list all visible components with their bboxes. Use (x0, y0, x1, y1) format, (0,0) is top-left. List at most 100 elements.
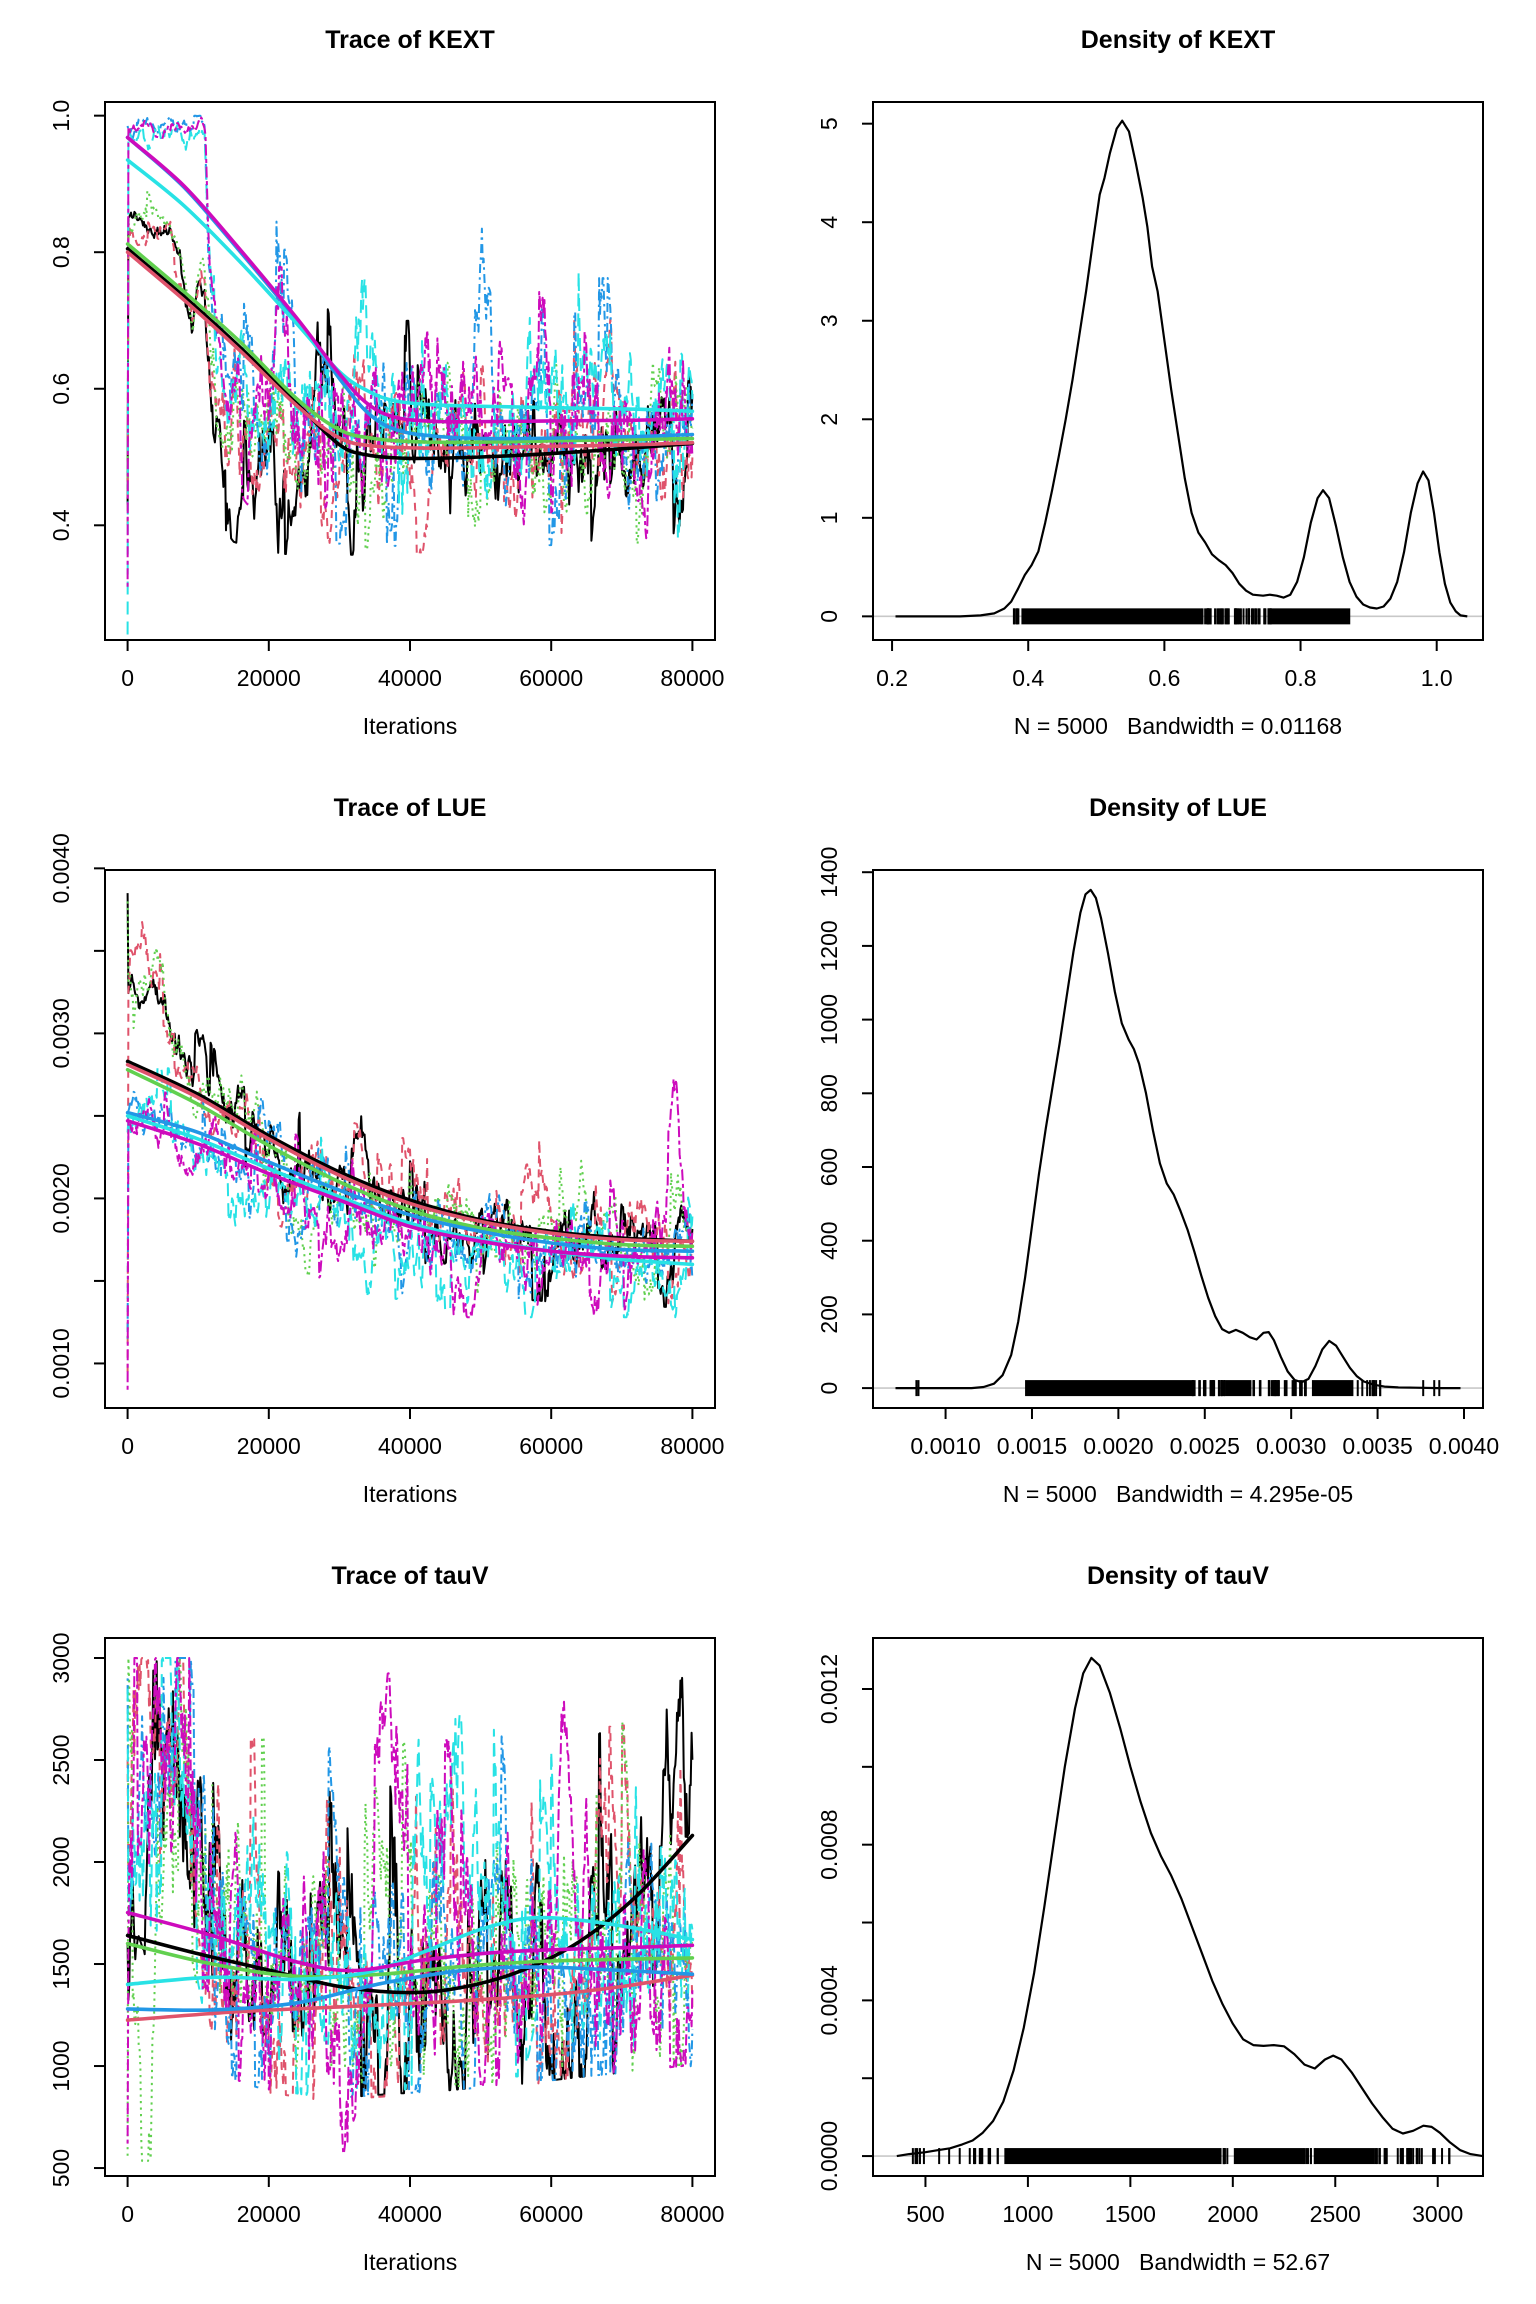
trace-chain-2 (126, 219, 694, 556)
x-tick-label: 500 (906, 2201, 944, 2227)
x-tick-label: 3000 (1412, 2201, 1463, 2227)
x-tick-label: 40000 (378, 1433, 442, 1459)
density-stats-label: N = 5000 Bandwidth = 52.67 (1025, 2249, 1331, 2275)
y-tick-label: 2 (816, 413, 842, 426)
trace-chain-6 (126, 1077, 694, 1390)
smooth-chain-5 (125, 1915, 695, 1987)
x-tick-label: 1500 (1105, 2201, 1156, 2227)
x-tick-label: 20000 (237, 1433, 301, 1459)
y-tick-label: 500 (48, 2149, 74, 2187)
x-tick-label: 60000 (519, 2201, 583, 2227)
y-tick-label: 1400 (816, 847, 842, 898)
x-tick-label: 0 (121, 665, 134, 691)
x-tick-label: 0.0025 (1170, 1433, 1240, 1459)
y-tick-label: 0.0000 (816, 2121, 842, 2191)
plot-area (873, 888, 1483, 1397)
x-tick-label: 40000 (378, 665, 442, 691)
smooth-chain-3 (125, 242, 695, 445)
trace-chain-2 (126, 1657, 694, 2100)
density-lue-plot: 0.0010 0.0015 0.0020 0.0025 0.0030 0.0035 0.00… (816, 847, 1499, 1459)
axes: 500 1000 1500 2000 2500 3000 0.0000 0.0004 0.000… (816, 1637, 1484, 2227)
x-tick-label: 60000 (519, 665, 583, 691)
panel-trace-lue: 0 20000 40000 60000 80000 0.0010 0.0020 0.0030 0… (0, 768, 768, 1536)
x-tick-label: 0 (121, 1433, 134, 1459)
panel-density-kext: 0.2 0.4 0.6 0.8 1.0 0 1 2 3 4 5 Density of KEXT N … (768, 0, 1536, 768)
trace-chain-1 (126, 210, 694, 556)
smooth-chain-2 (125, 1973, 695, 2022)
y-tick-label: 4 (816, 216, 842, 229)
x-tick-label: 0.0035 (1342, 1433, 1412, 1459)
y-tick-label: 1500 (48, 1938, 74, 1989)
panel-title: Density of tauV (1087, 1562, 1269, 1590)
smooth-chain-6 (125, 1119, 695, 1260)
x-tick-label: 2500 (1310, 2201, 1361, 2227)
axes: 0 20000 40000 60000 80000 500 1000 1500 2000 2500… (48, 1632, 724, 2227)
x-tick-label: 0.0030 (1256, 1433, 1326, 1459)
x-axis-label: Iterations (362, 2249, 458, 2275)
y-tick-label: 1000 (816, 994, 842, 1045)
y-tick-label: 800 (816, 1074, 842, 1112)
y-tick-label: 0.0012 (816, 1654, 842, 1724)
density-curve (895, 119, 1468, 618)
y-tick-label: 3 (816, 314, 842, 327)
smooth-chain-4 (125, 1110, 695, 1253)
smooth-chain-6 (125, 135, 695, 424)
x-tick-label: 0.8 (1285, 665, 1317, 691)
axes: 0.0010 0.0015 0.0020 0.0025 0.0030 0.0035 0.00… (816, 847, 1499, 1459)
density-stats-label: N = 5000 Bandwidth = 0.01168 (1013, 713, 1343, 739)
y-tick-label: 0.8 (48, 236, 74, 268)
density-stats-label: N = 5000 Bandwidth = 4.295e-05 (1002, 1481, 1354, 1507)
trace-chain-5 (126, 1066, 694, 1319)
plot-area (873, 1656, 1483, 2165)
y-tick-label: 0.0008 (816, 1810, 842, 1880)
x-tick-label: 20000 (237, 2201, 301, 2227)
y-tick-label: 0.6 (48, 373, 74, 405)
plot-area (125, 893, 695, 1390)
panel-title: Density of KEXT (1080, 26, 1276, 54)
y-tick-label: 2000 (48, 1836, 74, 1887)
panel-title: Trace of LUE (333, 794, 487, 822)
smooth-chain-1 (125, 247, 695, 461)
trace-lue-plot: 0 20000 40000 60000 80000 0.0010 0.0020 0.0030 0… (48, 833, 724, 1459)
axes: 0 20000 40000 60000 80000 0.0010 0.0020 0.0030 0… (48, 833, 724, 1459)
trace-chain-6 (126, 116, 694, 587)
trace-kext-plot: 0 20000 40000 60000 80000 0.4 0.6 0.8 1.0 (48, 100, 724, 691)
y-tick-label: 2500 (48, 1734, 74, 1785)
plot-area (125, 1657, 695, 2162)
panel-density-lue: 0.0010 0.0015 0.0020 0.0025 0.0030 0.0035 0.00… (768, 768, 1536, 1536)
trace-chain-5 (126, 121, 694, 635)
axes: 0.2 0.4 0.6 0.8 1.0 0 1 2 3 4 5 (816, 101, 1484, 691)
density-curve (895, 888, 1461, 1390)
smooth-chain-2 (125, 1062, 695, 1244)
y-tick-label: 600 (816, 1148, 842, 1186)
y-tick-label: 3000 (48, 1632, 74, 1683)
panel-title: Density of LUE (1089, 794, 1267, 822)
smooth-chain-4 (125, 1965, 695, 2012)
x-tick-label: 0.2 (876, 665, 908, 691)
x-tick-label: 60000 (519, 1433, 583, 1459)
y-tick-label: 1 (816, 511, 842, 524)
x-tick-label: 0.0020 (1083, 1433, 1153, 1459)
smooth-chain-3 (125, 1941, 695, 1979)
axes: 0 20000 40000 60000 80000 0.4 0.6 0.8 1.0 (48, 100, 724, 691)
x-tick-label: 1000 (1002, 2201, 1053, 2227)
y-tick-label: 0.0010 (48, 1328, 74, 1398)
x-axis-label: Iterations (362, 713, 458, 739)
trace-chain-5 (126, 1657, 694, 2096)
x-tick-label: 80000 (660, 1433, 724, 1459)
panel-trace-kext: 0 20000 40000 60000 80000 0.4 0.6 0.8 1.0 Trace … (0, 0, 768, 768)
panel-trace-tauv: 0 20000 40000 60000 80000 500 1000 1500 2000 2500… (0, 1536, 768, 2304)
rug-marks (1012, 608, 1351, 625)
x-tick-label: 80000 (660, 2201, 724, 2227)
trace-chain-2 (126, 921, 694, 1372)
y-tick-label: 5 (816, 117, 842, 130)
panel-title: Trace of tauV (331, 1562, 489, 1590)
x-tick-label: 0.0040 (1429, 1433, 1499, 1459)
plot-area (125, 114, 695, 635)
y-tick-label: 0 (816, 610, 842, 623)
y-tick-label: 0.0020 (48, 1163, 74, 1233)
y-tick-label: 0.0004 (816, 1965, 842, 2036)
x-tick-label: 0.0015 (997, 1433, 1067, 1459)
smooth-chain-2 (125, 250, 695, 450)
